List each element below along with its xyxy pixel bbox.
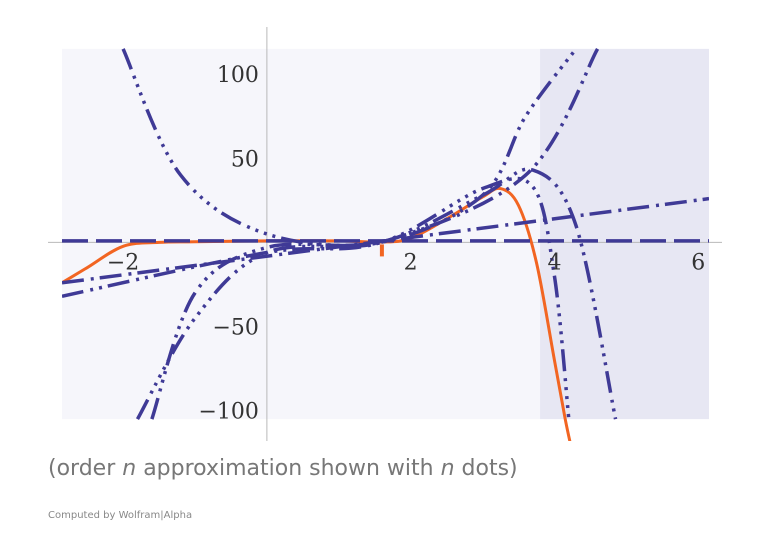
caption-n-1: n — [122, 456, 137, 481]
taylor-plot: −2 2 4 6 100 50 −50 −100 — [48, 27, 722, 441]
caption-n-2: n — [440, 456, 455, 481]
series-group — [62, 47, 709, 441]
approximation-order-3 — [150, 167, 618, 420]
band-light — [62, 48, 541, 420]
approximation-order-2 — [62, 48, 600, 298]
y-tick-label: 100 — [217, 63, 259, 88]
x-tick-label: −2 — [107, 250, 139, 275]
wolfram-credit: Computed by Wolfram|Alpha — [48, 510, 193, 521]
x-tick-label: 2 — [404, 250, 418, 275]
y-tick-label: −100 — [198, 400, 258, 425]
caption-after: dots) — [454, 456, 518, 481]
caption-before: (order — [48, 456, 123, 481]
plot-background — [62, 48, 709, 420]
x-tick-label: 4 — [547, 250, 561, 275]
approximation-order-5 — [135, 176, 571, 420]
x-tick-label: 6 — [691, 250, 705, 275]
approximation-order-1 — [62, 196, 709, 285]
y-tick-label: 50 — [231, 147, 259, 172]
tick-labels: −2 2 4 6 100 50 −50 −100 — [107, 63, 705, 425]
band-dark — [540, 48, 709, 420]
caption: (order n approximation shown with n dots… — [48, 456, 518, 481]
caption-middle: approximation shown with — [136, 456, 441, 481]
y-tick-label: −50 — [212, 316, 258, 341]
